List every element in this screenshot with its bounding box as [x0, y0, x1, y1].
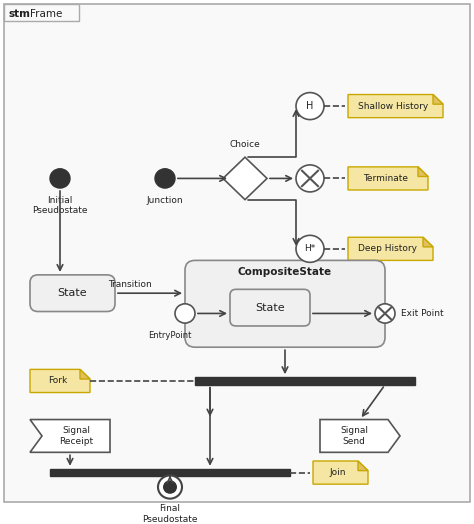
FancyBboxPatch shape	[195, 377, 415, 385]
Text: Shallow History: Shallow History	[358, 102, 428, 111]
Polygon shape	[80, 369, 90, 379]
Text: Choice: Choice	[229, 140, 260, 149]
Polygon shape	[30, 369, 90, 392]
Text: Fork: Fork	[48, 376, 67, 386]
Text: stm: stm	[8, 8, 30, 18]
Text: Final
Pseudostate: Final Pseudostate	[142, 505, 198, 524]
Text: Initial
Pseudostate: Initial Pseudostate	[32, 196, 88, 215]
Polygon shape	[418, 167, 428, 177]
FancyBboxPatch shape	[230, 289, 310, 326]
Polygon shape	[348, 237, 433, 260]
Text: Transition: Transition	[108, 280, 152, 289]
Polygon shape	[313, 461, 368, 484]
Polygon shape	[348, 167, 428, 190]
Text: Join: Join	[330, 468, 346, 477]
Circle shape	[175, 304, 195, 323]
Circle shape	[296, 235, 324, 263]
Circle shape	[158, 475, 182, 499]
Text: CompositeState: CompositeState	[238, 267, 332, 277]
FancyBboxPatch shape	[4, 4, 79, 21]
Polygon shape	[423, 237, 433, 247]
Text: H: H	[306, 101, 314, 111]
Text: Deep History: Deep History	[358, 244, 418, 253]
FancyBboxPatch shape	[30, 275, 115, 311]
Circle shape	[296, 165, 324, 192]
Circle shape	[163, 481, 177, 494]
Text: State: State	[58, 288, 87, 298]
Polygon shape	[433, 94, 443, 104]
Text: EntryPoint: EntryPoint	[148, 331, 191, 340]
Text: Frame: Frame	[30, 8, 63, 18]
FancyBboxPatch shape	[50, 469, 290, 476]
FancyBboxPatch shape	[4, 4, 470, 501]
Text: Junction: Junction	[146, 196, 183, 205]
Polygon shape	[223, 157, 267, 200]
Polygon shape	[348, 94, 443, 118]
Polygon shape	[30, 420, 110, 452]
Text: Terminate: Terminate	[363, 174, 408, 183]
Text: State: State	[255, 303, 285, 313]
Circle shape	[296, 93, 324, 119]
Polygon shape	[358, 461, 368, 471]
Text: H*: H*	[304, 244, 316, 253]
Circle shape	[50, 169, 70, 188]
FancyBboxPatch shape	[185, 260, 385, 347]
Text: Signal
Receipt: Signal Receipt	[59, 426, 93, 445]
Text: Signal
Send: Signal Send	[340, 426, 368, 445]
Circle shape	[375, 304, 395, 323]
Polygon shape	[320, 420, 400, 452]
Text: Exit Point: Exit Point	[401, 309, 444, 318]
Circle shape	[155, 169, 175, 188]
